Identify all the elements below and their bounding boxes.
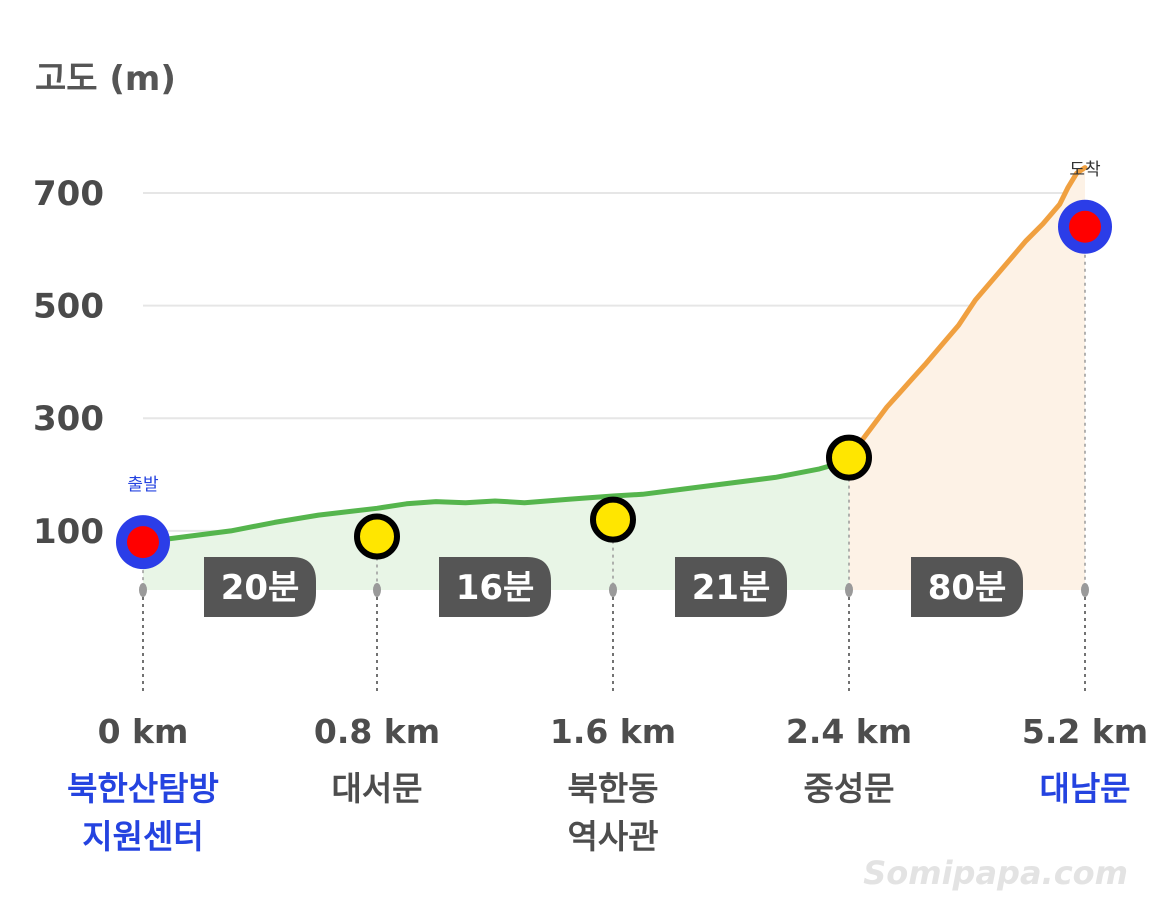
waypoint-marker: [590, 496, 636, 543]
elevation-line: [140, 165, 1088, 545]
duration-badges: 20분 16분 21분 80분: [204, 557, 1023, 617]
start-marker: [127, 526, 159, 559]
elevation-line-orange: [846, 165, 1088, 463]
axis-tick-dot: [139, 583, 147, 597]
distance-label: 2.4 km: [786, 712, 912, 751]
duration-label: 20분: [221, 568, 300, 608]
elevation-line-green: [140, 458, 852, 545]
duration-badge: [439, 557, 551, 617]
axis-tick-dot: [609, 583, 617, 597]
waypoint-markers: 출발 도착: [116, 160, 1112, 570]
place-label: 지원센터: [82, 817, 203, 856]
axis-tick-dot: [373, 583, 381, 597]
distance-label: 0.8 km: [314, 712, 440, 751]
y-axis-title: 고도 (m): [35, 59, 176, 99]
axis-tick-dot: [845, 583, 853, 597]
y-tick-label: 100: [33, 512, 104, 552]
distance-label: 0 km: [98, 712, 189, 751]
y-tick-label: 300: [33, 399, 104, 439]
place-label: 대서문: [331, 769, 422, 808]
y-tick-label: 500: [33, 287, 104, 327]
duration-label: 16분: [456, 568, 535, 608]
place-label: 역사관: [567, 817, 658, 856]
place-label: 북한동: [567, 769, 658, 808]
end-tag: 도착: [1069, 160, 1101, 180]
gridlines: 100 300 500 700: [33, 174, 1085, 552]
waypoint-marker: [354, 513, 400, 560]
start-tag: 출발: [127, 475, 159, 495]
place-label: 중성문: [803, 769, 894, 808]
waypoint-marker: [826, 434, 872, 481]
end-marker: [1069, 210, 1101, 243]
place-label: 대남문: [1039, 769, 1130, 808]
duration-label: 80분: [928, 568, 1007, 608]
place-label: 북한산탐방: [67, 769, 219, 808]
y-tick-label: 700: [33, 174, 104, 214]
watermark: Somipapa.com: [863, 854, 1128, 892]
area-fill-orange: [849, 167, 1085, 590]
duration-label: 21분: [692, 568, 771, 608]
axis-tick-dot: [1081, 583, 1089, 597]
duration-badge: [204, 557, 316, 617]
duration-badge: [911, 557, 1023, 617]
duration-badge: [675, 557, 787, 617]
distance-label: 1.6 km: [550, 712, 676, 751]
distance-label: 5.2 km: [1022, 712, 1148, 751]
